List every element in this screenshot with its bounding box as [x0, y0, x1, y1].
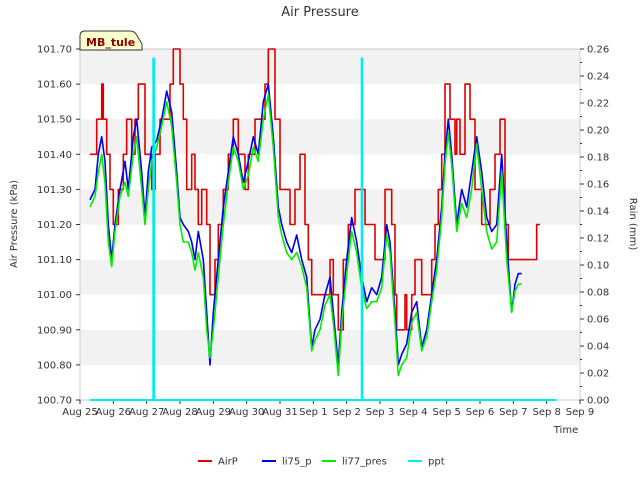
x-tick-label: Aug 31	[262, 407, 297, 418]
x-tick-label: Sep 4	[399, 407, 427, 418]
y-tick-label: 101.60	[37, 80, 72, 91]
y2-tick-label: 0.14	[587, 207, 609, 218]
y2-tick-label: 0.18	[587, 153, 609, 164]
x-tick-label: Sep 7	[499, 407, 527, 418]
x-tick-label: Sep 9	[566, 407, 594, 418]
y-axis-title: Air Pressure (kPa)	[9, 180, 20, 268]
y-tick-label: 101.20	[37, 220, 72, 231]
legend-label: ppt	[428, 457, 445, 468]
y-tick-label: 100.70	[37, 396, 72, 407]
x-tick-label: Aug 27	[129, 407, 164, 418]
x-tick-label: Aug 26	[96, 407, 131, 418]
grid-band	[80, 49, 580, 85]
y-tick-label: 101.00	[37, 290, 72, 301]
y-tick-label: 101.30	[37, 185, 72, 196]
x-tick-label: Aug 28	[162, 407, 197, 418]
plot-bands	[80, 49, 580, 400]
y2-axis-title: Rain (mm)	[627, 198, 638, 251]
y2-tick-label: 0.00	[587, 396, 609, 407]
x-axis-title: Time	[553, 425, 578, 436]
series-layer	[89, 48, 557, 401]
y2-tick-label: 0.12	[587, 234, 609, 245]
y2-tick-label: 0.02	[587, 369, 609, 380]
x-tick-label: Sep 3	[366, 407, 394, 418]
y-tick-label: 101.10	[37, 255, 72, 266]
x-tick-label: Aug 30	[229, 407, 264, 418]
y2-tick-label: 0.26	[587, 45, 609, 56]
grid-band	[80, 154, 580, 190]
station-label-box: MB_tule	[79, 30, 143, 51]
station-label: MB_tule	[86, 36, 135, 49]
x-tick-label: Sep 2	[332, 407, 360, 418]
x-tick-label: Sep 5	[432, 407, 460, 418]
grid-band	[80, 119, 580, 155]
x-tick-label: Sep 6	[466, 407, 494, 418]
y2-tick-label: 0.08	[587, 288, 609, 299]
legend-label: AirP	[218, 457, 238, 468]
x-tick-label: Sep 1	[299, 407, 327, 418]
legend: AirP li75_p li77_pres ppt	[198, 457, 445, 468]
station-label-tag	[79, 30, 143, 51]
legend-label: li75_p	[282, 457, 312, 468]
y2-tick-label: 0.24	[587, 72, 609, 83]
y-tick-label: 101.50	[37, 115, 72, 126]
y-tick-label: 101.40	[37, 150, 72, 161]
chart-title: Air Pressure	[281, 5, 359, 20]
legend-label: li77_pres	[342, 457, 387, 468]
x-tick-label: Aug 29	[196, 407, 231, 418]
y2-tick-label: 0.04	[587, 342, 609, 353]
y2-tick-label: 0.06	[587, 315, 609, 326]
y2-tick-label: 0.20	[587, 126, 609, 137]
y-tick-label: 100.90	[37, 325, 72, 336]
y-axis-left: 100.70 100.80 100.90 101.00 101.10 101.20 101.…	[37, 45, 80, 407]
x-tick-label: Sep 8	[532, 407, 560, 418]
y-axis-right: 0.00 0.02 0.04 0.06 0.08 0.10 0.12 0.14 0.16 0.18…	[580, 45, 609, 407]
grid-band	[80, 364, 580, 400]
series-line-ppt	[90, 57, 557, 401]
y-tick-label: 101.70	[37, 45, 72, 56]
grid-band	[80, 329, 580, 365]
series-line-airp	[90, 48, 540, 331]
y2-tick-label: 0.10	[587, 261, 609, 272]
y2-tick-label: 0.22	[587, 99, 609, 110]
y2-tick-label: 0.16	[587, 180, 609, 191]
x-tick-label: Aug 25	[62, 407, 97, 418]
y-tick-label: 100.80	[37, 360, 72, 371]
